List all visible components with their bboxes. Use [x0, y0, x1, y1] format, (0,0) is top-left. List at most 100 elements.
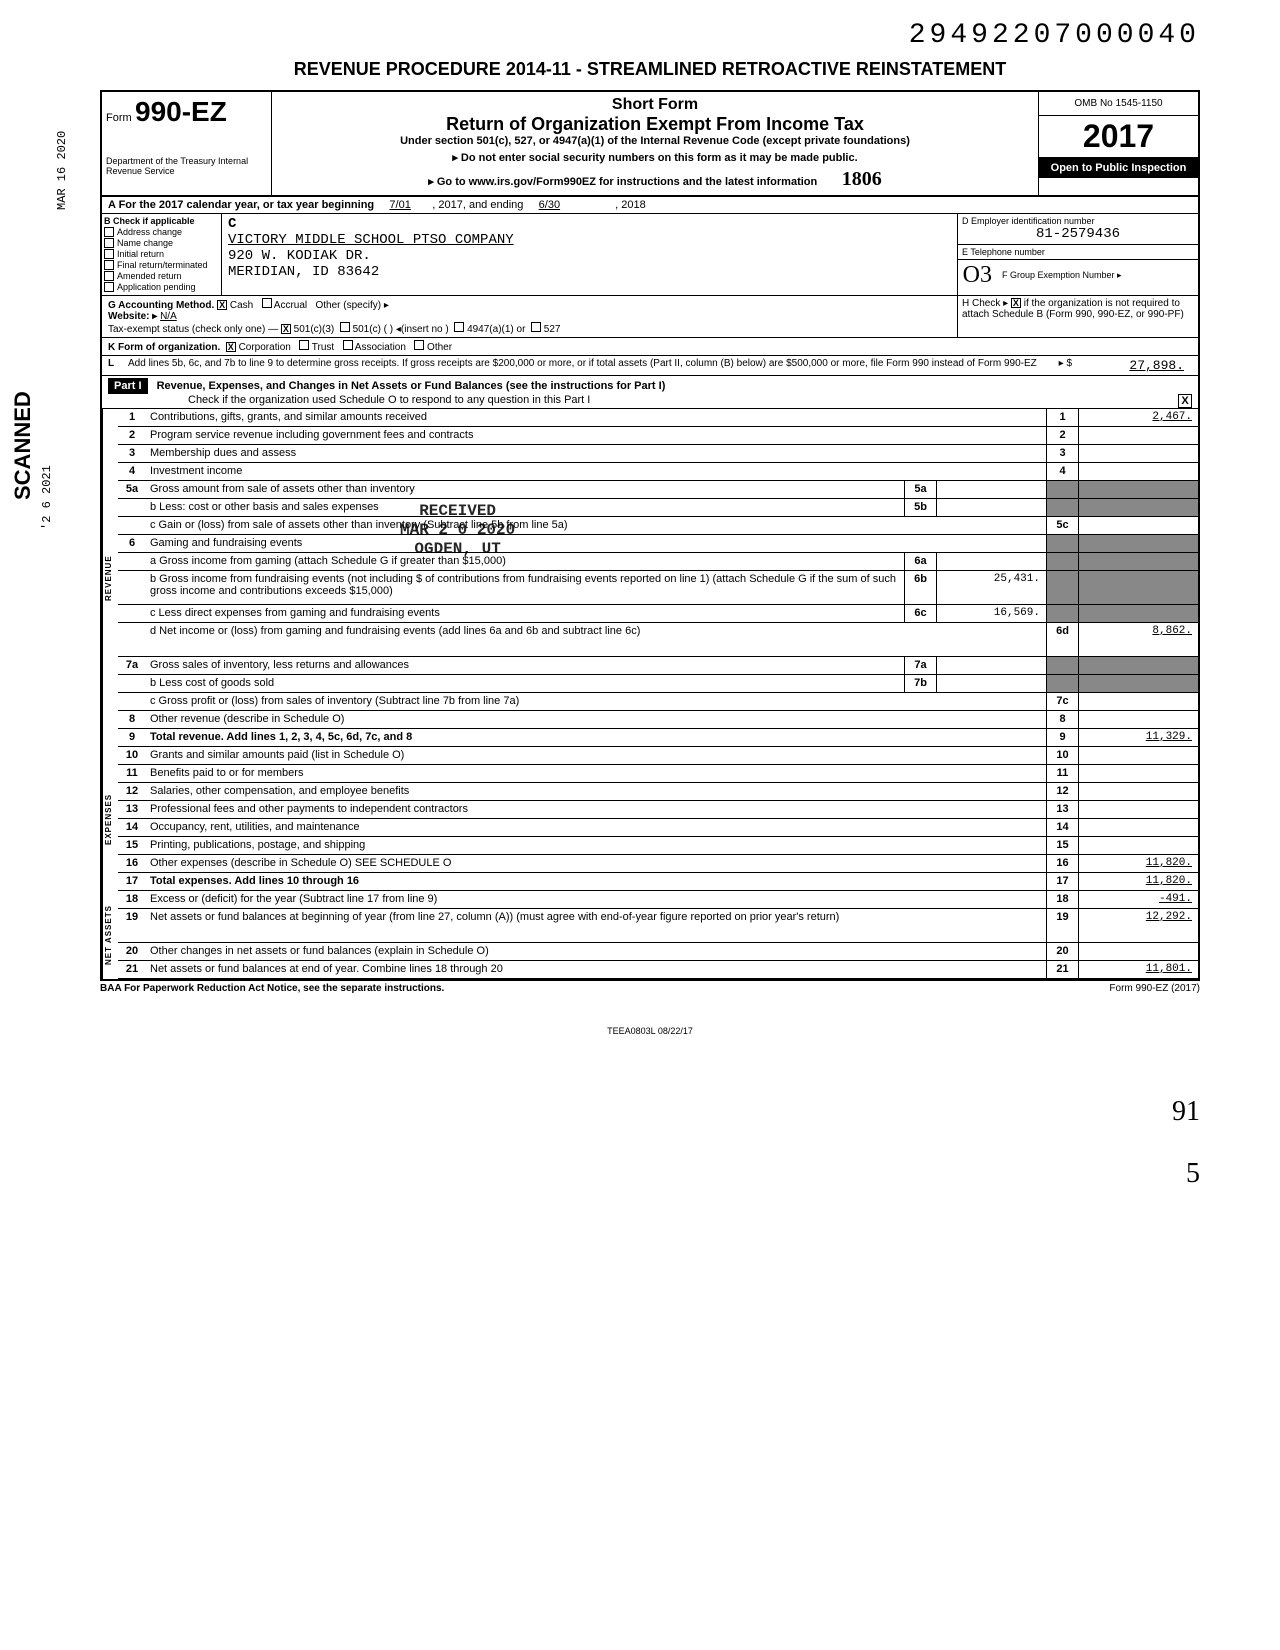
- stamp-date: MAR 2 0 2020: [400, 521, 515, 540]
- chk-501c3[interactable]: [281, 324, 291, 334]
- right-line-value: [1078, 693, 1198, 710]
- line-description: c Gross profit or (loss) from sales of i…: [146, 693, 1046, 710]
- table-row: 14Occupancy, rent, utilities, and mainte…: [118, 819, 1198, 837]
- table-row: 5aGross amount from sale of assets other…: [118, 481, 1198, 499]
- line-number: 12: [118, 783, 146, 800]
- line-description: Gross sales of inventory, less returns a…: [146, 657, 904, 674]
- chk-other-org[interactable]: [414, 340, 424, 350]
- chk-4947a1[interactable]: [454, 322, 464, 332]
- table-row: 1Contributions, gifts, grants, and simil…: [118, 409, 1198, 427]
- lbl-final-return: Final return/terminated: [117, 260, 208, 270]
- table-row: c Less direct expenses from gaming and f…: [118, 605, 1198, 623]
- line-description: c Gain or (loss) from sale of assets oth…: [146, 517, 1046, 534]
- year-end: 6/30: [539, 199, 560, 211]
- right-line-value: [1078, 481, 1198, 498]
- goto-instructions: ▸ Go to www.irs.gov/Form990EZ for instru…: [280, 168, 1030, 191]
- right-line-value: [1078, 801, 1198, 818]
- right-line-number: [1046, 675, 1078, 692]
- right-line-number: 11: [1046, 765, 1078, 782]
- chk-name-change[interactable]: [104, 238, 114, 248]
- right-line-number: 4: [1046, 463, 1078, 480]
- line-description: Grants and similar amounts paid (list in…: [146, 747, 1046, 764]
- website-value: N/A: [160, 311, 177, 322]
- right-line-number: 9: [1046, 729, 1078, 746]
- right-line-number: 15: [1046, 837, 1078, 854]
- mid-line-number: 7b: [904, 675, 936, 692]
- ein-value: 81-2579436: [962, 226, 1194, 242]
- line-number: [118, 605, 146, 622]
- lbl-initial-return: Initial return: [117, 249, 164, 259]
- table-row: b Gross income from fundraising events (…: [118, 571, 1198, 605]
- right-line-number: [1046, 657, 1078, 674]
- right-line-value: [1078, 463, 1198, 480]
- right-line-value: 2,467.: [1078, 409, 1198, 426]
- part-1-title: Revenue, Expenses, and Changes in Net As…: [157, 380, 666, 392]
- section-b-checkboxes: B Check if applicable Address change Nam…: [102, 214, 222, 295]
- table-row: 2Program service revenue including gover…: [118, 427, 1198, 445]
- chk-corporation[interactable]: [226, 342, 236, 352]
- line-number: [118, 517, 146, 534]
- vertical-date-2: '2 6 2021: [40, 465, 54, 530]
- org-address-2: MERIDIAN, ID 83642: [228, 264, 379, 280]
- chk-schedule-b-not-required[interactable]: [1011, 298, 1021, 308]
- box-e-phone: E Telephone number: [958, 245, 1198, 260]
- chk-accrual[interactable]: [262, 298, 272, 308]
- stamp-received: RECEIVED: [400, 502, 515, 521]
- line-number: 18: [118, 891, 146, 908]
- document-number: 29492207000040: [100, 20, 1200, 51]
- right-line-value: [1078, 943, 1198, 960]
- department-line: Department of the Treasury Internal Reve…: [106, 156, 267, 176]
- header-right: OMB No 1545-1150 2017 Open to Public Ins…: [1038, 92, 1198, 195]
- right-line-value: 11,801.: [1078, 961, 1198, 978]
- right-line-number: 17: [1046, 873, 1078, 890]
- line-description: Net assets or fund balances at beginning…: [146, 909, 1046, 942]
- right-line-value: -491.: [1078, 891, 1198, 908]
- lbl-amended-return: Amended return: [117, 271, 182, 281]
- dln-script: 1806: [842, 168, 882, 190]
- right-line-number: 10: [1046, 747, 1078, 764]
- mid-line-number: 6c: [904, 605, 936, 622]
- table-row: 12Salaries, other compensation, and empl…: [118, 783, 1198, 801]
- stamp-location: OGDEN, UT: [400, 540, 515, 559]
- line-number: 11: [118, 765, 146, 782]
- chk-527[interactable]: [531, 322, 541, 332]
- line-number: 17: [118, 873, 146, 890]
- section-c-org-info: C VICTORY MIDDLE SCHOOL PTSO COMPANY 920…: [222, 214, 958, 295]
- mid-line-value: 16,569.: [936, 605, 1046, 622]
- right-line-value: [1078, 819, 1198, 836]
- chk-schedule-o-used[interactable]: X: [1178, 394, 1192, 408]
- chk-amended-return[interactable]: [104, 271, 114, 281]
- short-form-title: Short Form: [280, 96, 1030, 114]
- right-line-value: [1078, 657, 1198, 674]
- right-line-value: [1078, 535, 1198, 552]
- line-number: 6: [118, 535, 146, 552]
- section-c-label: C: [228, 216, 236, 232]
- chk-501c[interactable]: [340, 322, 350, 332]
- table-row: 6Gaming and fundraising events: [118, 535, 1198, 553]
- form-word: Form: [106, 112, 132, 124]
- chk-cash[interactable]: [217, 300, 227, 310]
- chk-initial-return[interactable]: [104, 249, 114, 259]
- section-g: G Accounting Method. Cash Accrual Other …: [102, 296, 958, 337]
- mid-line-value: [936, 553, 1046, 570]
- header-center: Short Form Return of Organization Exempt…: [272, 92, 1038, 195]
- right-line-number: [1046, 535, 1078, 552]
- right-line-value: [1078, 765, 1198, 782]
- line-number: 3: [118, 445, 146, 462]
- chk-association[interactable]: [343, 340, 353, 350]
- line-description: Professional fees and other payments to …: [146, 801, 1046, 818]
- chk-application-pending[interactable]: [104, 282, 114, 292]
- no-ssn-warning: ▸ Do not enter social security numbers o…: [280, 151, 1030, 164]
- chk-final-return[interactable]: [104, 260, 114, 270]
- right-line-number: 7c: [1046, 693, 1078, 710]
- right-line-number: 19: [1046, 909, 1078, 942]
- line-description: d Net income or (loss) from gaming and f…: [146, 623, 1046, 656]
- chk-trust[interactable]: [299, 340, 309, 350]
- year-end-year: , 2018: [615, 199, 646, 211]
- box-d-ein: D Employer identification number 81-2579…: [958, 214, 1198, 245]
- line-description: Total expenses. Add lines 10 through 16: [146, 873, 1046, 890]
- right-line-value: 8,862.: [1078, 623, 1198, 656]
- chk-address-change[interactable]: [104, 227, 114, 237]
- right-line-value: [1078, 675, 1198, 692]
- table-row: 7aGross sales of inventory, less returns…: [118, 657, 1198, 675]
